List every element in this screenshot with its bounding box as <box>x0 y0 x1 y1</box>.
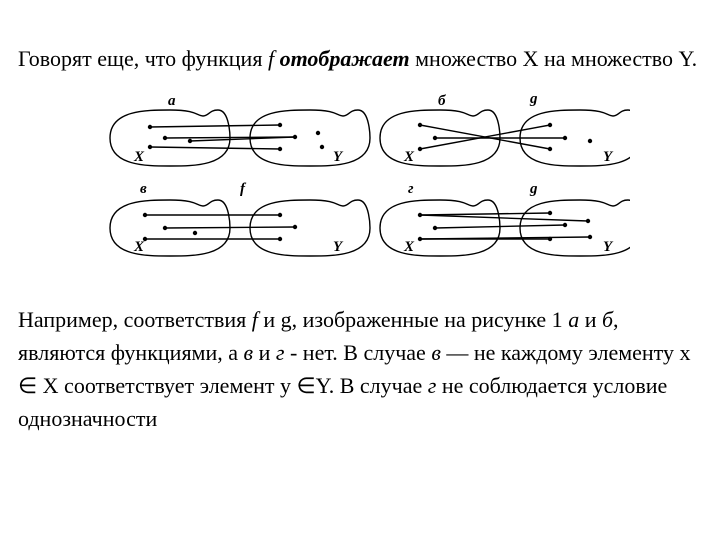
element-dot <box>418 123 422 127</box>
set-blob-right <box>250 200 370 256</box>
text: и <box>579 307 602 332</box>
paragraph-example: Например, соответствия f и g, изображенн… <box>18 303 702 435</box>
element-dot <box>586 219 590 223</box>
mapping-edge <box>150 125 280 127</box>
panel-label: а <box>168 93 176 109</box>
text-v2: в <box>431 340 441 365</box>
element-dot <box>316 131 320 135</box>
element-dot <box>188 139 192 143</box>
element-dot <box>148 145 152 149</box>
set-label-x: X <box>403 149 415 165</box>
element-dot <box>433 226 437 230</box>
element-dot <box>193 231 197 235</box>
element-dot <box>163 226 167 230</box>
element-dot <box>320 145 324 149</box>
set-label-y: Y <box>333 149 344 165</box>
mapping-diagram: а X Yб g X Yв f X Yг g X Y <box>90 93 630 273</box>
element-dot <box>418 237 422 241</box>
function-label: f <box>240 181 247 197</box>
set-label-x: X <box>403 239 415 255</box>
diagram-container: а X Yб g X Yв f X Yг g X Y <box>18 93 702 273</box>
text-bold: отображает <box>280 46 410 71</box>
paragraph-intro: Говорят еще, что функция f отображает мн… <box>18 42 702 75</box>
set-label-y: Y <box>603 149 614 165</box>
mapping-edge <box>420 215 588 221</box>
element-dot <box>588 235 592 239</box>
set-label-y: Y <box>333 239 344 255</box>
function-label: g <box>529 93 538 107</box>
panel-label: в <box>140 181 147 197</box>
mapping-edge <box>150 147 280 149</box>
element-dot <box>293 135 297 139</box>
set-label-x: X <box>133 239 145 255</box>
element-dot <box>143 213 147 217</box>
set-blob-right <box>520 200 630 256</box>
function-label: g <box>529 181 538 197</box>
text: Говорят еще, что функция <box>18 46 268 71</box>
element-dot <box>418 147 422 151</box>
text: множество X на множество Y. <box>410 46 697 71</box>
mapping-edge <box>420 213 550 215</box>
set-label-x: X <box>133 149 145 165</box>
element-dot <box>563 136 567 140</box>
element-dot <box>433 136 437 140</box>
element-dot <box>418 213 422 217</box>
element-dot <box>548 211 552 215</box>
element-dot <box>293 225 297 229</box>
text-v: в <box>244 340 254 365</box>
element-dot <box>278 213 282 217</box>
mapping-edge <box>165 227 295 228</box>
text-a: а <box>568 307 579 332</box>
text: - нет. В случае <box>284 340 431 365</box>
text-b: б <box>602 307 613 332</box>
element-dot <box>548 237 552 241</box>
element-dot <box>278 123 282 127</box>
element-dot <box>278 237 282 241</box>
text: и <box>253 340 276 365</box>
element-dot <box>548 147 552 151</box>
element-dot <box>563 223 567 227</box>
mapping-edge <box>420 237 590 239</box>
set-label-y: Y <box>603 239 614 255</box>
text: и g, изображенные на рисунке 1 <box>258 307 568 332</box>
element-dot <box>588 139 592 143</box>
element-dot <box>163 136 167 140</box>
element-dot <box>548 123 552 127</box>
panel-label: б <box>438 93 446 109</box>
panel-label: г <box>408 181 414 197</box>
element-dot <box>148 125 152 129</box>
element-dot <box>278 147 282 151</box>
text: Например, соответствия <box>18 307 252 332</box>
